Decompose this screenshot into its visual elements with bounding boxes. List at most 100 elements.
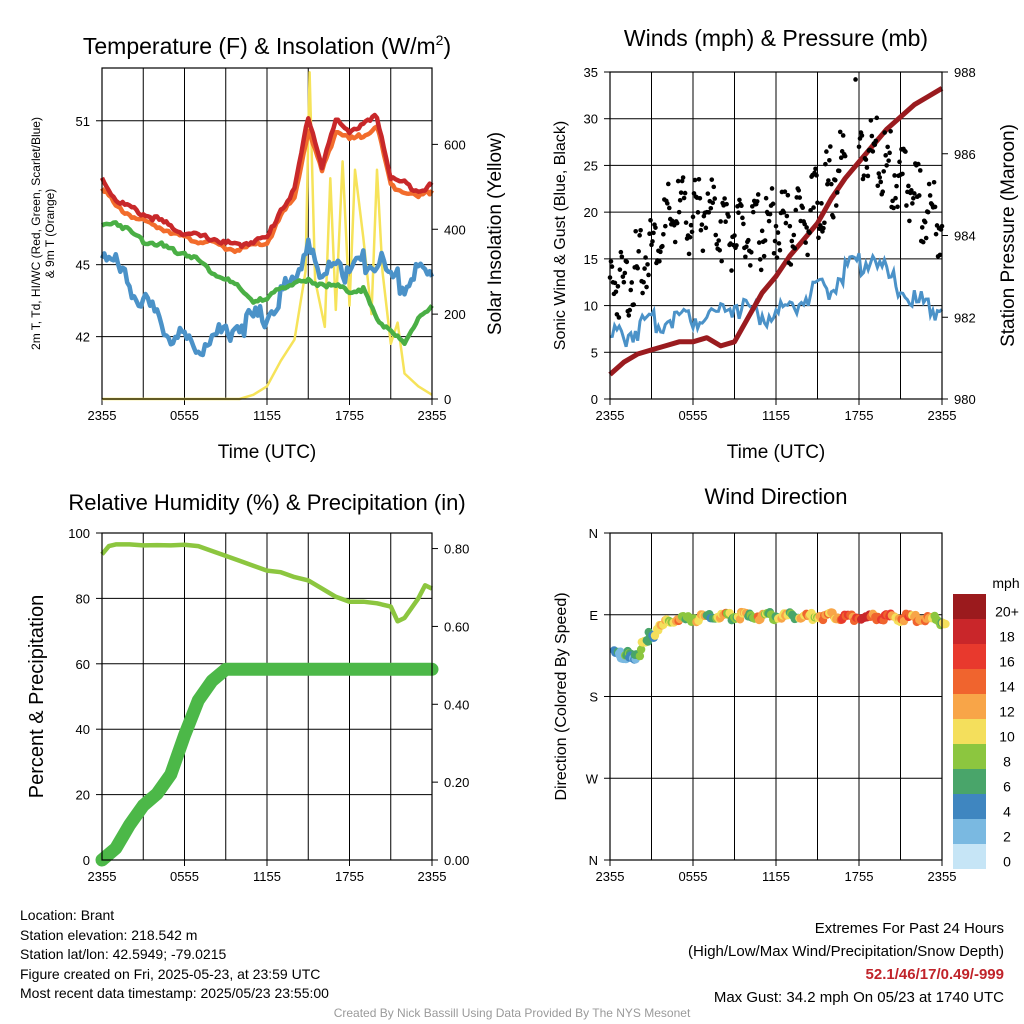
y-tick-label: 20 [584,205,598,220]
gust-point [911,195,916,201]
extremes-values: 52.1/46/17/0.49/-999 [865,966,1004,983]
colorbar-label: 14 [999,679,1015,695]
colorbar-label: 12 [999,704,1015,720]
y-tick-label: 10 [584,299,598,314]
gust-point [711,184,717,190]
gust-point [887,150,892,156]
gust-point [698,227,704,233]
y-tick-label: 51 [76,114,90,129]
gust-point [878,179,884,185]
y-axis-label: 2m T, Td, HI/WC (Red, Green, Scarlet/Blu… [29,117,57,350]
y-axis-label: Direction (Colored By Speed) [553,592,570,800]
gust-point [644,284,649,290]
gust-point [661,231,666,237]
gust-point [608,259,614,264]
gust-point [645,262,650,267]
gust-point [619,254,625,260]
gust-point [739,203,744,209]
gust-point [666,205,672,211]
plot-border [101,532,433,861]
y2-tick-label: 980 [954,392,976,407]
extremes-panel: Extremes For Past 24 Hours (High/Low/Max… [688,917,1004,1009]
gust-point [762,238,768,243]
gust-point [897,159,902,165]
x-tick-label: 0555 [170,408,199,423]
colorbar-label: 18 [999,629,1015,645]
gust-point [910,201,915,206]
gust-point [917,168,923,173]
gust-point [691,191,697,196]
gust-point [822,220,827,226]
gust-point [629,280,635,285]
y-tick-label: 60 [76,657,90,672]
gust-point [686,251,692,257]
extremes-subtitle: (High/Low/Max Wind/Precipitation/Snow De… [688,943,1004,960]
gust-point [837,129,843,135]
gust-point [697,196,703,201]
gust-point [920,239,926,245]
gust-point [638,228,643,233]
y2-tick-label: 0.80 [444,542,469,557]
station-latlon: Station lat/lon: 42.5949; -79.0215 [20,946,227,962]
gust-point [681,195,687,201]
gust-point [756,240,762,245]
colorbar-label: 10 [999,729,1015,745]
y2-tick-label: 0.20 [444,775,469,790]
colorbar-swatch [953,694,986,719]
y-tick-label: 80 [76,591,90,606]
y-tick-label: 45 [76,258,90,273]
gust-point [856,144,862,150]
gust-point [713,232,719,238]
gust-point [624,259,630,265]
y-axis-label: Sonic Wind & Gust (Blue, Black) [552,121,569,350]
gust-point [633,228,638,234]
gust-point [616,315,622,320]
gust-point [864,165,870,170]
gust-point [882,130,887,135]
y2-tick-label: 0.60 [444,619,469,634]
gust-point [688,222,694,228]
series-line-station-pressure [608,86,944,377]
colorbar-swatch [953,619,986,644]
gust-point [932,204,938,210]
gust-point [761,253,767,259]
x-tick-label: 2355 [596,408,625,423]
gust-point [695,210,701,215]
y-tick-label: 0 [83,853,90,868]
gust-point [907,218,912,224]
gust-point [869,133,875,139]
gust-point [925,209,931,215]
x-tick-label: 2355 [928,408,957,423]
gust-point [834,190,840,195]
gust-point [612,280,618,286]
gust-point [716,238,721,243]
gust-point [873,138,879,144]
gust-point [933,231,939,237]
colorbar-swatch [953,719,986,744]
x-axis-label: Time (UTC) [218,442,317,463]
gust-point [826,178,831,183]
gust-point [705,191,711,196]
colorbar-swatch [953,594,986,619]
station-info: Location: Brant Station elevation: 218.5… [20,906,329,1004]
gust-point [909,188,914,193]
gust-point [893,195,898,201]
gust-point [868,118,874,123]
gust-point [703,225,709,231]
gust-point [700,248,706,254]
gust-point [672,239,678,245]
gust-point [825,181,830,187]
gust-point [719,258,724,264]
gust-point [877,175,883,180]
gust-point [863,157,869,162]
gust-point [802,221,807,227]
y2-tick-label: 600 [444,137,466,152]
gust-point [774,255,780,260]
gust-point [884,163,889,168]
gust-point [804,225,809,230]
plot-border [609,532,943,861]
gust-point [699,222,705,227]
gust-point [792,246,798,251]
y2-tick-label: 0 [444,392,451,407]
gust-point [880,189,886,195]
